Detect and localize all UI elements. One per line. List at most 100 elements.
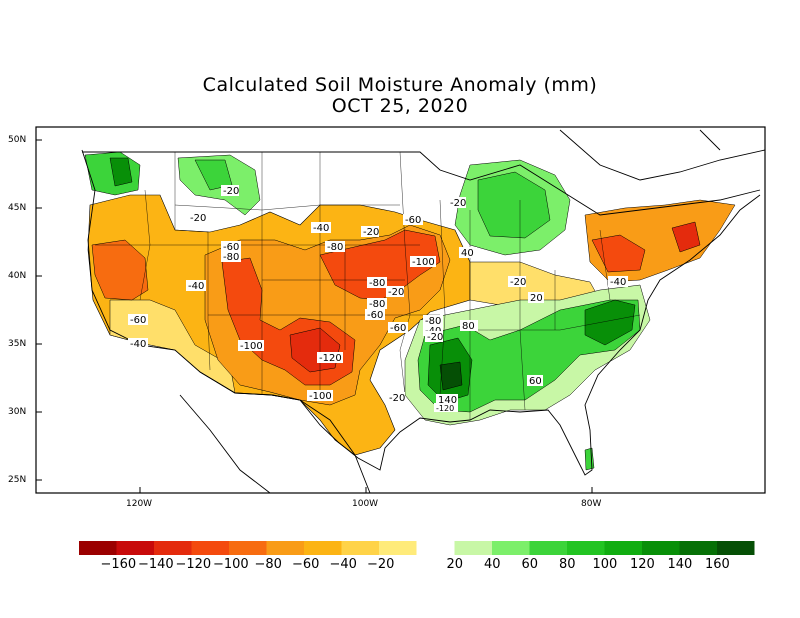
svg-text:-100: -100 (309, 391, 332, 402)
contour-label: -20 (221, 185, 239, 197)
svg-text:-40: -40 (313, 223, 329, 234)
contour-label: 80 (460, 320, 478, 332)
canada-coast (559, 129, 765, 181)
latitude-label-35n: 35N (8, 339, 27, 349)
contour-label: -80 (423, 315, 443, 327)
legend-label: 20 (446, 557, 464, 572)
svg-text:-40: -40 (610, 277, 626, 288)
legend-label: 120 (630, 557, 655, 572)
contour-label: -80 (221, 251, 241, 263)
svg-text:20: 20 (530, 293, 543, 304)
svg-text:-80: -80 (369, 278, 385, 289)
wet-deep-region-washington (109, 157, 133, 187)
us-outline (81, 149, 761, 476)
contour-label: -60 (403, 214, 423, 226)
legend-label: −80 (254, 557, 282, 572)
contour-label: -40 (128, 338, 148, 350)
svg-text:-20: -20 (190, 213, 206, 224)
svg-text:-60: -60 (130, 315, 146, 326)
canada-border (82, 151, 761, 216)
svg-text:-80: -80 (223, 252, 239, 263)
latitude-label-50n: 50N (8, 135, 27, 145)
contour-label: -20 (188, 212, 206, 224)
contour-label: -120 (434, 403, 458, 413)
svg-text:-60: -60 (405, 215, 421, 226)
legend-label: 100 (592, 557, 618, 572)
contour-label: -60 (128, 314, 148, 326)
svg-text:-80: -80 (369, 299, 385, 310)
svg-text:-20: -20 (363, 227, 379, 238)
legend-label: 60 (521, 557, 539, 572)
svg-text:-20: -20 (510, 277, 526, 288)
contour-label: -20 (508, 276, 526, 288)
svg-text:-80: -80 (425, 316, 441, 327)
svg-text:-40: -40 (130, 339, 146, 350)
contour-label: -60 (388, 322, 408, 334)
svg-text:-120: -120 (319, 353, 342, 364)
svg-text:-20: -20 (388, 287, 404, 298)
svg-text:-40: -40 (188, 281, 204, 292)
axis-ticks (36, 139, 593, 493)
mexico-border (199, 371, 356, 456)
contour-labels: -20 -20 -40 -60 -80 -40 -80 -20 -60 -20 … (128, 185, 628, 413)
contour-label: 40 (459, 247, 477, 259)
contour-label: 140 (436, 394, 458, 406)
contour-label: 60 (527, 375, 543, 387)
legend-label: 80 (559, 557, 576, 572)
map-title-date: OCT 25, 2020 (331, 95, 469, 117)
wet-mid-region-great-lakes (477, 171, 551, 239)
legend-label: −40 (329, 557, 357, 572)
svg-text:-60: -60 (367, 310, 383, 321)
wet-region-florida-spot (584, 447, 595, 471)
svg-text:-20: -20 (389, 393, 405, 404)
contour-label: -80 (367, 277, 387, 289)
svg-text:-20: -20 (427, 332, 443, 343)
contour-label: -40 (311, 222, 331, 234)
svg-text:60: 60 (529, 376, 542, 387)
anomaly-fill-layer (84, 151, 736, 471)
legend-label: −20 (367, 557, 395, 572)
contour-label: -20 (387, 392, 405, 404)
svg-text:40: 40 (461, 248, 474, 259)
wet-darkest-core-mississippi (439, 361, 463, 391)
legend-label: −100 (213, 557, 249, 572)
dry-deep-region-newengland (671, 221, 701, 253)
svg-text:-60: -60 (390, 323, 406, 334)
svg-text:-20: -20 (450, 198, 466, 209)
svg-text:140: 140 (438, 395, 457, 406)
latitude-label-25n: 25N (8, 475, 27, 485)
contour-label: -120 (317, 352, 343, 364)
contour-label: -40 (608, 276, 628, 288)
mexico-coast (179, 394, 371, 493)
legend-label: 40 (484, 557, 501, 572)
dry-deep-region-plains (319, 229, 441, 301)
contour-label: -60 (365, 309, 385, 321)
map-title-line1: Calculated Soil Moisture Anomaly (mm) (202, 74, 598, 96)
legend-label: −160 (100, 557, 137, 572)
longitude-label-100w: 100W (352, 499, 379, 509)
svg-text:-100: -100 (240, 341, 263, 352)
legend-label: −120 (175, 557, 212, 572)
longitude-label-120w: 120W (126, 499, 153, 509)
legend-label: −60 (292, 557, 320, 572)
legend-label: 140 (667, 557, 693, 572)
longitude-label-80w: 80W (581, 499, 602, 509)
svg-text:-120: -120 (436, 404, 454, 413)
contour-label: -40 (186, 280, 206, 292)
contour-label: -20 (448, 197, 466, 209)
contour-label: -80 (367, 298, 387, 310)
contour-label: -20 (386, 286, 404, 298)
latitude-label-40n: 40N (8, 271, 27, 281)
contour-label: -20 (361, 226, 379, 238)
contour-label: -100 (410, 256, 436, 268)
legend-label: −140 (138, 557, 174, 572)
contour-label: -100 (238, 340, 264, 352)
svg-text:-20: -20 (223, 186, 239, 197)
latitude-label-45n: 45N (8, 203, 27, 213)
contour-label: -20 (425, 331, 443, 343)
map-frame (35, 126, 766, 494)
latitude-label-30n: 30N (8, 407, 27, 417)
coastline-layer (81, 129, 765, 493)
contour-label: -100 (307, 390, 333, 402)
